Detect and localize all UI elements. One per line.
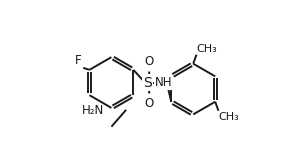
Text: H₂N: H₂N [82, 104, 104, 117]
Text: NH: NH [155, 76, 172, 89]
Text: F: F [75, 54, 82, 67]
Text: O: O [145, 55, 154, 68]
Text: S: S [143, 76, 152, 89]
Text: CH₃: CH₃ [219, 112, 240, 122]
Text: O: O [145, 97, 154, 110]
Text: CH₃: CH₃ [197, 44, 218, 54]
